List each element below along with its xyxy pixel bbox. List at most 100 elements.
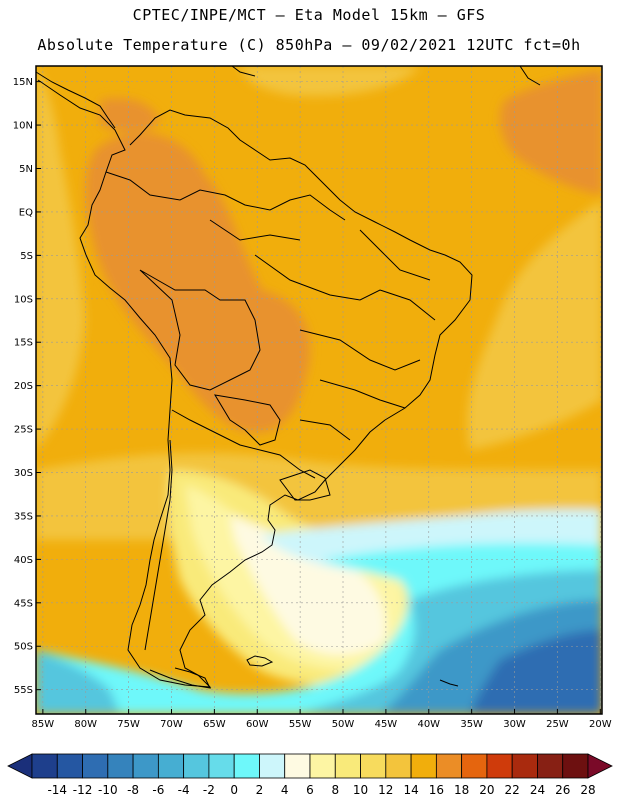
colorbar-label: -2 xyxy=(203,783,215,797)
lat-tick-label: 15S xyxy=(14,338,33,349)
lon-tick-label: 25W xyxy=(546,719,569,730)
field-hot-amazon xyxy=(85,132,311,433)
colorbar: -14 -12 -10 -8 -6 -4 -2 0 2 4 6 8 10 12 14 16 18 20 22 24 26… xyxy=(7,753,613,797)
lat-tick-label: 50S xyxy=(14,642,33,653)
lat-tick-label: 15N xyxy=(13,77,33,88)
lat-tick-label: 10N xyxy=(13,121,33,132)
colorbar-label: 14 xyxy=(403,783,418,797)
field-sky-south-pacific xyxy=(36,650,120,714)
title-line-2: Absolute Temperature (C) 850hPa – 09/02/… xyxy=(37,36,581,54)
lat-tick-label: 10S xyxy=(14,294,33,305)
field-hot-caribbean xyxy=(100,98,160,132)
field-mild-east-atlantic xyxy=(467,200,602,450)
lat-tick-label: 20S xyxy=(14,381,33,392)
colorbar-swatch xyxy=(132,753,159,779)
lon-tick-label: 20W xyxy=(589,719,612,730)
colorbar-label: -8 xyxy=(127,783,139,797)
colorbar-swatch xyxy=(259,753,286,779)
colorbar-swatch xyxy=(157,753,185,779)
lat-tick-label: 5N xyxy=(19,164,33,175)
field-hot-north-atlantic xyxy=(500,70,602,195)
lon-tick-label: 75W xyxy=(117,719,140,730)
colorbar-swatch xyxy=(334,753,361,779)
lat-tick-label: 40S xyxy=(14,555,33,566)
field-cream-patagonia xyxy=(230,515,386,655)
colorbar-label: 12 xyxy=(378,783,393,797)
longitude-axis: 85W 80W 75W 70W 65W 60W 55W 50W 45W 40W 35W 30W 25W 2… xyxy=(32,709,612,730)
lat-tick-label: 45S xyxy=(14,598,33,609)
colorbar-swatch xyxy=(107,753,134,779)
border-uruguay xyxy=(279,469,331,501)
lon-tick-label: 60W xyxy=(246,719,269,730)
colorbar-label: 2 xyxy=(256,783,264,797)
colorbar-arrow-left xyxy=(7,753,33,779)
field-deep-south-atlantic xyxy=(470,630,602,714)
colorbar-swatch xyxy=(31,753,58,779)
latitude-axis: 15N 10N 5N EQ 5S 10S 15S 20S 25S 30S 35S 40S 45S 50S 5… xyxy=(13,77,41,696)
colorbar-swatch xyxy=(435,753,463,779)
lat-tick-label: 35S xyxy=(14,511,33,522)
colorbar-swatch xyxy=(233,753,260,779)
lat-tick-label: 25S xyxy=(14,425,33,436)
colorbar-swatch xyxy=(562,753,589,779)
colorbar-label: 0 xyxy=(230,783,238,797)
colorbar-label: -12 xyxy=(73,783,93,797)
border-argentina-north xyxy=(171,409,316,479)
colorbar-label: 8 xyxy=(331,783,339,797)
title-line-1: CPTEC/INPE/MCT – Eta Model 15km – GFS xyxy=(132,6,486,24)
colorbar-swatch xyxy=(56,753,83,779)
colorbar-label: -4 xyxy=(178,783,190,797)
coastline-falklands xyxy=(246,655,274,667)
colorbar-swatch xyxy=(360,753,387,779)
map-frame xyxy=(35,65,603,715)
colorbar-label: -14 xyxy=(47,783,67,797)
colorbar-label: -10 xyxy=(98,783,118,797)
coastline-south-georgia xyxy=(439,679,459,687)
colorbar-arrow-right xyxy=(587,753,613,779)
lon-tick-label: 50W xyxy=(332,719,355,730)
border-brazil-states xyxy=(209,219,436,441)
lat-tick-label: 5S xyxy=(20,251,33,262)
coastlines-and-borders xyxy=(35,65,541,689)
colorbar-label: 24 xyxy=(530,783,545,797)
border-bolivia xyxy=(139,269,261,391)
coastline-central-america xyxy=(35,71,116,129)
lat-tick-label: EQ xyxy=(19,207,33,218)
colorbar-label: 6 xyxy=(306,783,314,797)
colorbar-label: 22 xyxy=(505,783,520,797)
lon-tick-label: 85W xyxy=(32,719,55,730)
lon-tick-label: 45W xyxy=(375,719,398,730)
colorbar-label: 16 xyxy=(429,783,444,797)
colorbar-swatch xyxy=(385,753,412,779)
lat-tick-label: 55S xyxy=(14,685,33,696)
lon-tick-label: 55W xyxy=(289,719,312,730)
colorbar-label: 10 xyxy=(353,783,368,797)
graticule xyxy=(36,66,602,714)
lon-tick-label: 35W xyxy=(460,719,483,730)
field-mild-caribbean xyxy=(240,66,420,97)
colorbar-label: -6 xyxy=(152,783,164,797)
colorbar-swatch xyxy=(537,753,564,779)
colorbar-swatch xyxy=(309,753,336,779)
lon-tick-label: 40W xyxy=(417,719,440,730)
lon-tick-label: 80W xyxy=(74,719,97,730)
coastline-south-america xyxy=(37,79,473,688)
colorbar-swatch xyxy=(284,753,311,779)
colorbar-swatch xyxy=(461,753,488,779)
colorbar-swatch xyxy=(82,753,109,779)
colorbar-label: 18 xyxy=(454,783,469,797)
colorbar-swatch xyxy=(208,753,235,779)
colorbar-swatch xyxy=(511,753,538,779)
colorbar-label: 28 xyxy=(580,783,595,797)
lon-tick-label: 30W xyxy=(503,719,526,730)
field-mild-west-pacific xyxy=(36,66,85,450)
coastline-caribbean-islands xyxy=(231,65,541,86)
border-amazon-north xyxy=(105,171,346,221)
border-paraguay xyxy=(214,394,281,446)
colorbar-label: 4 xyxy=(281,783,289,797)
colorbar-label: 20 xyxy=(479,783,494,797)
lon-tick-label: 65W xyxy=(203,719,226,730)
colorbar-swatch xyxy=(183,753,210,779)
lat-tick-label: 30S xyxy=(14,468,33,479)
